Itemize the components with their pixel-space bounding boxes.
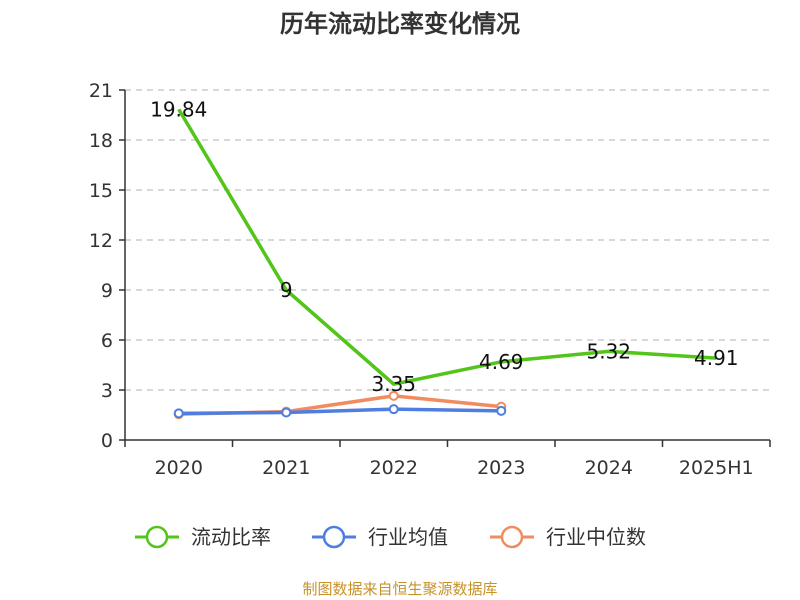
data-labels: 19.84 9 3.35 4.69 5.32 4.91 — [150, 97, 738, 396]
data-point — [496, 405, 507, 416]
series-line-1 — [178, 407, 502, 416]
y-tick-label: 21 — [89, 80, 113, 102]
x-tick-label: 2023 — [477, 457, 525, 479]
data-label: 9 — [280, 278, 293, 302]
y-tick-label: 0 — [101, 430, 113, 452]
data-label: 5.32 — [586, 339, 631, 363]
data-label: 4.69 — [479, 350, 524, 374]
legend-marker — [145, 525, 169, 549]
series-group — [173, 108, 717, 420]
axes: 0 3 6 9 12 15 18 21 2020 2021 2022 2023 2024 2025H1 — [89, 80, 771, 479]
x-tick-label: 2022 — [370, 457, 418, 479]
y-tick-label: 3 — [101, 380, 113, 402]
legend-label: 行业均值 — [368, 525, 448, 549]
y-tick-label: 6 — [101, 330, 113, 352]
y-tick-label: 12 — [89, 230, 113, 252]
legend: 流动比率 行业均值 行业中位数 — [135, 525, 646, 549]
legend-label: 行业中位数 — [546, 525, 646, 549]
data-point — [281, 407, 292, 418]
data-label: 3.35 — [371, 372, 416, 396]
x-tick-label: 2024 — [585, 457, 633, 479]
grid — [125, 89, 770, 391]
data-point — [173, 408, 184, 419]
legend-marker — [500, 525, 524, 549]
x-tick-label: 2020 — [155, 457, 203, 479]
legend-label: 流动比率 — [191, 525, 271, 549]
y-tick-label: 9 — [101, 280, 113, 302]
data-label: 19.84 — [150, 97, 207, 121]
x-tick-label: 2021 — [262, 457, 310, 479]
data-label: 4.91 — [694, 346, 739, 370]
series-line-0 — [177, 108, 717, 386]
chart-title: 历年流动比率变化情况 — [280, 10, 520, 38]
x-tick-label: 2025H1 — [679, 457, 754, 479]
data-point — [388, 390, 399, 401]
legend-marker — [322, 525, 346, 549]
source-note: 制图数据来自恒生聚源数据库 — [302, 580, 497, 598]
y-tick-label: 18 — [89, 130, 113, 152]
y-tick-label: 15 — [89, 180, 113, 202]
data-point — [388, 404, 399, 415]
